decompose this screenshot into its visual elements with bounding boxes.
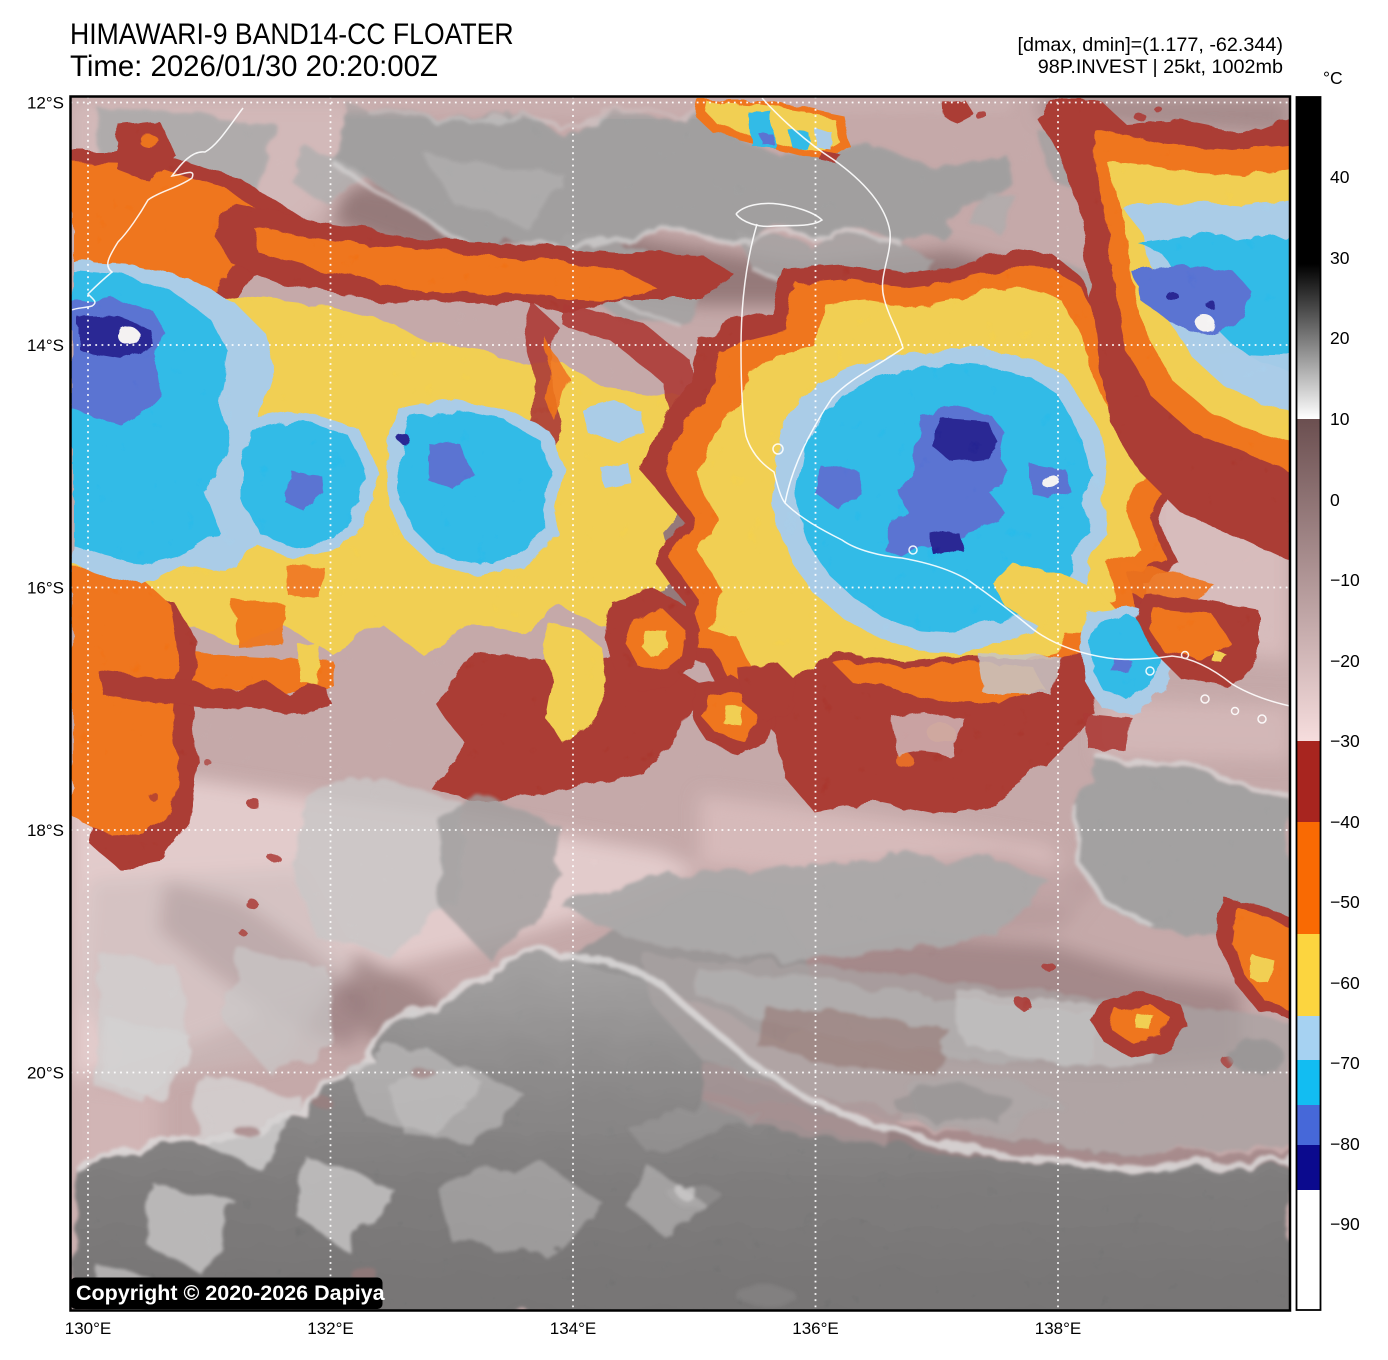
svg-text:−50: −50 — [1330, 892, 1360, 912]
svg-text:12°S: 12°S — [27, 94, 64, 113]
svg-text:−30: −30 — [1330, 731, 1360, 751]
svg-text:−20: −20 — [1330, 651, 1360, 671]
svg-text:14°S: 14°S — [27, 336, 64, 355]
svg-text:−70: −70 — [1330, 1053, 1360, 1073]
svg-text:10: 10 — [1330, 409, 1350, 429]
svg-text:18°S: 18°S — [27, 821, 64, 840]
svg-text:°C: °C — [1323, 68, 1343, 88]
svg-text:16°S: 16°S — [27, 579, 64, 598]
svg-text:−80: −80 — [1330, 1134, 1360, 1154]
svg-text:−10: −10 — [1330, 570, 1360, 590]
svg-text:136°E: 136°E — [792, 1319, 839, 1338]
svg-text:130°E: 130°E — [65, 1319, 112, 1338]
svg-text:132°E: 132°E — [307, 1319, 354, 1338]
svg-text:−60: −60 — [1330, 973, 1360, 993]
svg-text:20°S: 20°S — [27, 1064, 64, 1083]
svg-text:40: 40 — [1330, 167, 1350, 187]
svg-text:138°E: 138°E — [1035, 1319, 1082, 1338]
svg-text:−90: −90 — [1330, 1214, 1360, 1234]
svg-text:−40: −40 — [1330, 812, 1360, 832]
svg-text:30: 30 — [1330, 248, 1350, 268]
svg-text:Copyright © 2020-2026 Dapiya: Copyright © 2020-2026 Dapiya — [76, 1281, 386, 1305]
svg-text:20: 20 — [1330, 328, 1350, 348]
svg-text:0: 0 — [1330, 490, 1340, 510]
svg-text:134°E: 134°E — [550, 1319, 597, 1338]
